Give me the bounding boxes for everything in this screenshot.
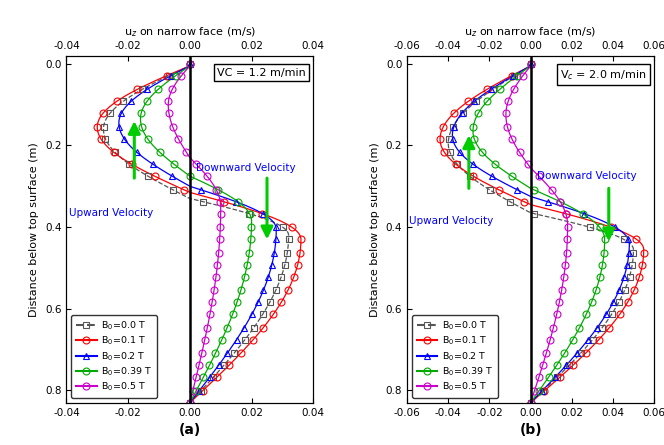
Text: Upward Velocity: Upward Velocity: [70, 208, 154, 218]
Y-axis label: Distance below top surface (m): Distance below top surface (m): [371, 142, 380, 316]
Legend: B$_0$=0.0 T, B$_0$=0.1 T, B$_0$=0.2 T, B$_0$=0.39 T, B$_0$=0.5 T: B$_0$=0.0 T, B$_0$=0.1 T, B$_0$=0.2 T, B…: [412, 315, 498, 398]
Text: Downward Velocity: Downward Velocity: [196, 163, 295, 173]
Text: V$_c$ = 2.0 m/min: V$_c$ = 2.0 m/min: [560, 68, 647, 81]
X-axis label: u$_z$ on narrow face (m/s): u$_z$ on narrow face (m/s): [464, 25, 597, 39]
Text: VC = 1.2 m/min: VC = 1.2 m/min: [217, 68, 306, 78]
X-axis label: u$_z$ on narrow face (m/s): u$_z$ on narrow face (m/s): [124, 25, 256, 39]
Legend: B$_0$=0.0 T, B$_0$=0.1 T, B$_0$=0.2 T, B$_0$=0.39 T, B$_0$=0.5 T: B$_0$=0.0 T, B$_0$=0.1 T, B$_0$=0.2 T, B…: [71, 315, 157, 398]
Y-axis label: Distance below top surface (m): Distance below top surface (m): [29, 142, 39, 316]
Text: Downward Velocity: Downward Velocity: [537, 171, 636, 181]
Text: Upward Velocity: Upward Velocity: [409, 216, 493, 226]
X-axis label: (a): (a): [179, 423, 201, 437]
X-axis label: (b): (b): [519, 423, 542, 437]
